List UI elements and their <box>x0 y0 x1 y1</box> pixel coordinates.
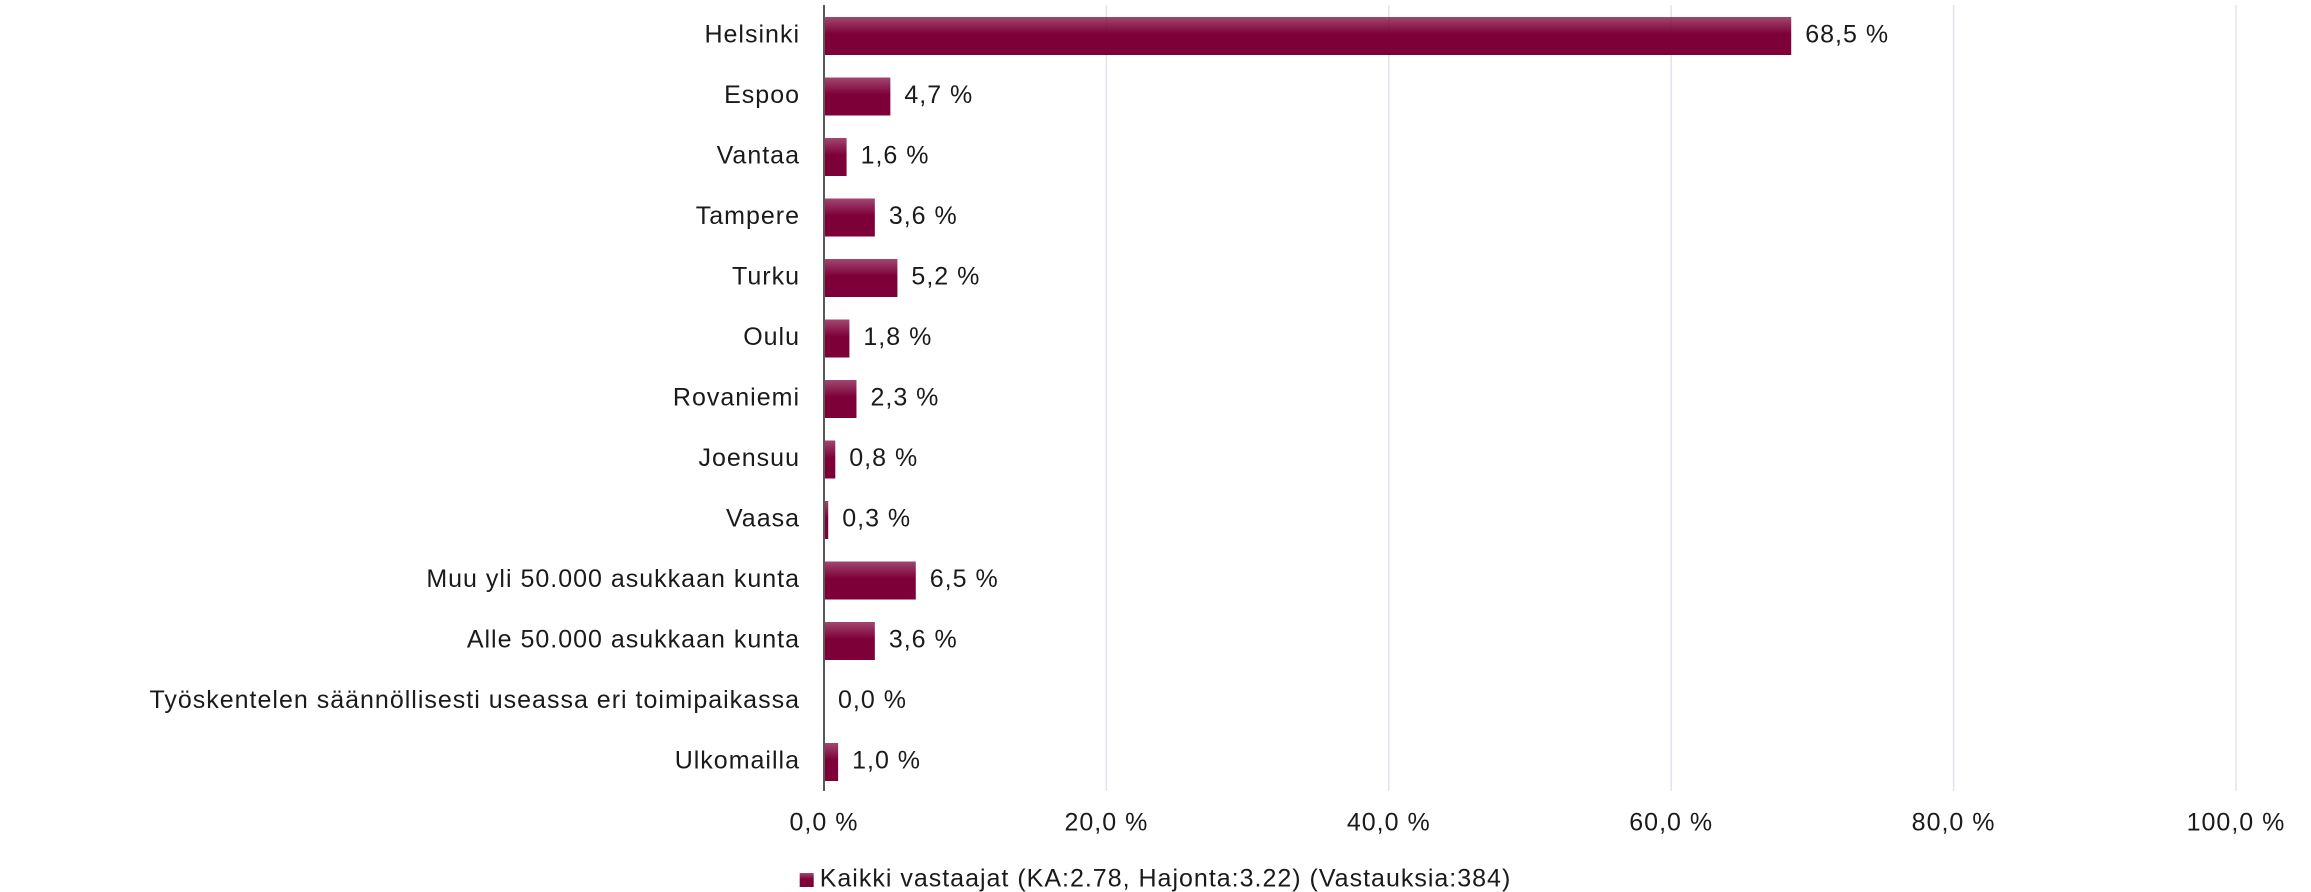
bar <box>824 561 916 600</box>
bar <box>824 319 850 358</box>
value-label: 2,3 % <box>870 384 939 412</box>
value-label: 5,2 % <box>911 263 980 291</box>
bar <box>824 743 839 781</box>
y-tick-label: Alle 50.000 asukkaan kunta <box>467 626 800 654</box>
value-label: 3,6 % <box>889 626 958 654</box>
legend-swatch <box>799 873 814 887</box>
y-tick-label: Muu yli 50.000 asukkaan kunta <box>426 565 800 593</box>
y-tick-label: Vantaa <box>717 142 800 170</box>
y-tick-label: Joensuu <box>698 444 800 472</box>
y-tick-label: Espoo <box>724 81 800 109</box>
y-tick-label: Oulu <box>743 323 800 351</box>
bar <box>824 77 891 116</box>
value-label: 1,8 % <box>863 323 932 351</box>
x-tick-label: 40,0 % <box>1347 809 1431 837</box>
bar <box>824 622 875 660</box>
y-tick-label: Tampere <box>696 202 800 230</box>
y-tick-label: Helsinki <box>704 21 800 49</box>
y-tick-label: Ulkomailla <box>675 747 800 775</box>
bar <box>824 198 875 237</box>
value-label: 6,5 % <box>930 565 999 593</box>
bar <box>824 501 829 539</box>
value-label: 1,0 % <box>852 747 921 775</box>
x-tick-label: 100,0 % <box>2187 809 2286 837</box>
value-label: 3,6 % <box>889 202 958 230</box>
x-tick-label: 0,0 % <box>790 809 859 837</box>
value-label: 0,0 % <box>838 686 907 714</box>
y-tick-label: Vaasa <box>726 505 800 533</box>
value-label: 1,6 % <box>861 142 930 170</box>
bar <box>824 380 857 418</box>
x-tick-label: 60,0 % <box>1629 809 1713 837</box>
value-label: 0,8 % <box>849 444 918 472</box>
value-label: 68,5 % <box>1805 21 1889 49</box>
legend-label: Kaikki vastaajat (KA:2.78, Hajonta:3.22)… <box>820 865 1512 892</box>
bar <box>824 440 836 479</box>
value-label: 0,3 % <box>842 505 911 533</box>
bar <box>824 138 847 176</box>
bar <box>824 17 1792 55</box>
bar <box>824 259 898 297</box>
x-tick-label: 80,0 % <box>1912 809 1996 837</box>
x-tick-label: 20,0 % <box>1064 809 1148 837</box>
value-label: 4,7 % <box>904 81 973 109</box>
y-tick-label: Rovaniemi <box>673 384 800 412</box>
y-tick-label: Turku <box>732 263 800 291</box>
y-tick-label: Työskentelen säännöllisesti useassa eri … <box>149 686 800 714</box>
